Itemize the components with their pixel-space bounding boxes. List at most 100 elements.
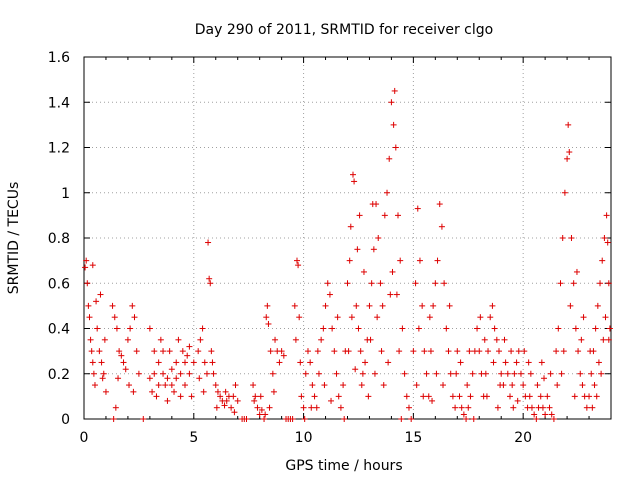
data-point: [195, 348, 202, 355]
data-point: [300, 404, 307, 411]
data-point: [463, 416, 470, 422]
data-point: [295, 262, 302, 269]
x-tick-labels: 0 5 10 15 20: [80, 430, 533, 446]
data-point: [460, 411, 467, 418]
y-tick-label: 0.4: [48, 322, 70, 338]
data-point: [548, 411, 555, 418]
data-point: [234, 397, 241, 404]
data-point: [333, 370, 340, 377]
data-point: [606, 325, 613, 332]
data-point: [416, 257, 423, 264]
data-point: [358, 382, 365, 389]
y-tick-label: 0.8: [48, 231, 70, 247]
data-point: [252, 393, 259, 400]
data-point: [341, 416, 348, 422]
data-point: [370, 246, 377, 253]
data-point: [446, 302, 453, 309]
data-point: [558, 370, 565, 377]
data-point: [331, 348, 338, 355]
data-point: [129, 302, 136, 309]
y-tick-label: 1.6: [48, 50, 70, 66]
data-point: [164, 375, 171, 382]
data-point: [200, 388, 207, 395]
y-tick-label: 0.6: [48, 276, 70, 292]
data-point: [414, 205, 421, 212]
data-point: [457, 359, 464, 366]
data-point: [452, 404, 459, 411]
data-point: [151, 370, 158, 377]
data-point: [88, 348, 95, 355]
data-point: [476, 348, 483, 355]
data-point: [256, 411, 263, 418]
data-point: [173, 359, 180, 366]
data-point: [348, 314, 355, 321]
data-point: [381, 212, 388, 219]
data-point: [547, 370, 554, 377]
data-point: [587, 348, 594, 355]
data-point: [598, 370, 605, 377]
data-point: [386, 155, 393, 162]
data-point: [160, 370, 167, 377]
data-point: [560, 348, 567, 355]
data-point: [166, 348, 173, 355]
data-point: [130, 388, 137, 395]
data-point: [514, 397, 521, 404]
data-points: [82, 87, 613, 422]
x-tick-label: 5: [189, 430, 198, 446]
data-point: [506, 393, 513, 400]
data-point: [477, 314, 484, 321]
data-point: [388, 99, 395, 106]
data-point: [379, 302, 386, 309]
data-point: [525, 359, 532, 366]
x-tick-label: 10: [295, 430, 313, 446]
data-point: [206, 275, 213, 282]
data-point: [456, 393, 463, 400]
data-point: [398, 416, 405, 422]
data-point: [413, 382, 420, 389]
data-point: [269, 370, 276, 377]
data-point: [301, 416, 308, 422]
data-point: [430, 302, 437, 309]
data-point: [510, 404, 517, 411]
data-point: [392, 144, 399, 151]
data-point: [197, 336, 204, 343]
data-point: [515, 348, 522, 355]
data-point: [190, 359, 197, 366]
data-point: [217, 393, 224, 400]
data-point: [467, 393, 474, 400]
data-point: [135, 370, 142, 377]
data-point: [208, 348, 215, 355]
data-point: [258, 406, 265, 413]
data-point: [87, 336, 94, 343]
data-point: [292, 336, 299, 343]
data-point: [604, 239, 611, 246]
data-point: [527, 370, 534, 377]
data-point: [344, 280, 351, 287]
data-point: [127, 325, 134, 332]
data-point: [146, 325, 153, 332]
data-point: [595, 359, 602, 366]
data-point: [502, 359, 509, 366]
data-point: [346, 257, 353, 264]
data-point: [116, 348, 123, 355]
data-point: [578, 336, 585, 343]
data-point: [276, 359, 283, 366]
y-tick-labels: 0 0.2 0.4 0.6 0.8 1 1.2 1.4 1.6: [48, 50, 70, 428]
data-point: [375, 235, 382, 241]
data-point: [334, 314, 341, 321]
data-point: [171, 388, 178, 395]
data-point: [583, 404, 590, 411]
data-point: [155, 359, 162, 366]
data-point: [537, 393, 544, 400]
data-point: [133, 348, 140, 355]
data-point: [160, 348, 167, 355]
data-point: [304, 348, 311, 355]
data-point: [415, 325, 422, 332]
data-point: [351, 178, 358, 185]
data-point: [100, 370, 107, 377]
data-point: [377, 280, 384, 287]
data-point: [179, 348, 186, 355]
data-point: [263, 314, 270, 321]
data-point: [155, 382, 162, 389]
data-point: [212, 382, 219, 389]
